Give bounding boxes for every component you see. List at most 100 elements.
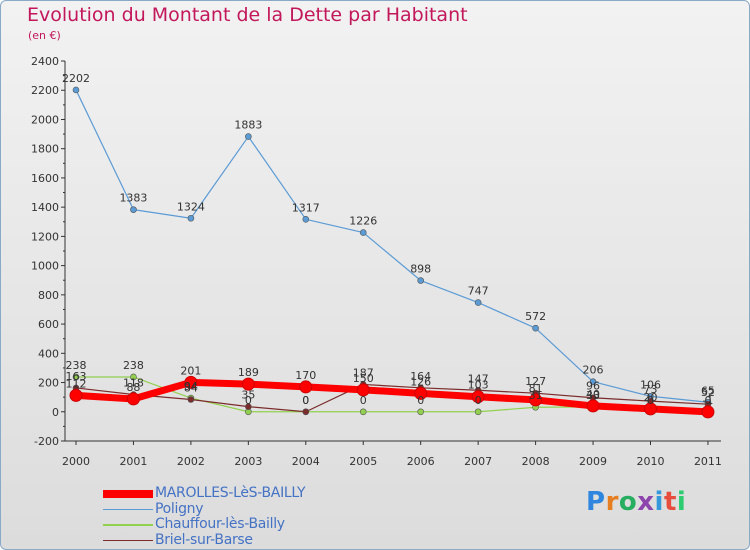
data-label: 118 xyxy=(123,377,144,390)
legend-swatch xyxy=(103,490,153,498)
series-line-3 xyxy=(75,383,708,413)
data-label: 88 xyxy=(126,381,140,394)
data-label: 0 xyxy=(647,394,654,407)
logo-letter: t xyxy=(663,487,677,517)
y-tick-label: 200 xyxy=(38,377,59,390)
data-label: 106 xyxy=(640,378,661,391)
logo-letter: i xyxy=(676,487,687,517)
data-label: 206 xyxy=(583,364,604,377)
data-label: 20 xyxy=(644,391,658,404)
series-2-point xyxy=(359,408,367,416)
series-1-point xyxy=(130,206,137,213)
series-1-point xyxy=(72,86,80,94)
data-label: 52 xyxy=(701,386,715,399)
series-0-point xyxy=(356,383,370,397)
series-0-point xyxy=(241,377,255,391)
legend-label: Chauffour-lès-Bailly xyxy=(155,516,285,532)
legend-swatch xyxy=(103,524,153,526)
x-tick-label: 2002 xyxy=(177,455,205,468)
data-label: 35 xyxy=(241,389,255,402)
series-0-point xyxy=(414,386,428,400)
data-label: 164 xyxy=(410,370,431,383)
data-label: 1883 xyxy=(234,119,262,132)
data-label: 31 xyxy=(529,389,543,402)
y-tick-label: 800 xyxy=(38,289,59,302)
data-label: 0 xyxy=(704,394,711,407)
series-0-point xyxy=(126,392,140,406)
data-label: 187 xyxy=(353,366,374,379)
legend-label: MAROLLES-LèS-BAILLY xyxy=(155,485,306,501)
data-label: 189 xyxy=(238,366,259,379)
y-tick-label: 1800 xyxy=(31,143,59,156)
data-label: 1324 xyxy=(177,200,205,213)
series-1-point xyxy=(532,324,539,332)
x-tick-label: 2000 xyxy=(62,455,90,468)
data-label: 898 xyxy=(410,263,431,276)
x-tick-label: 2007 xyxy=(464,455,492,468)
x-tick-label: 2004 xyxy=(292,455,320,468)
legend-label: Poligny xyxy=(155,500,204,517)
series-3-point xyxy=(187,396,195,403)
legend-swatch xyxy=(103,539,153,541)
series-0-point xyxy=(529,393,543,407)
data-label: 0 xyxy=(302,394,309,407)
series-3-point xyxy=(302,408,310,416)
data-label: 170 xyxy=(295,369,316,382)
data-label: 33 xyxy=(586,389,600,402)
series-1-point xyxy=(589,378,597,385)
series-3-point xyxy=(245,403,252,410)
data-label: 201 xyxy=(180,364,201,377)
data-label: 572 xyxy=(525,310,546,323)
x-tick-label: 2006 xyxy=(407,455,435,468)
data-label: 103 xyxy=(468,379,489,392)
data-label: 0 xyxy=(302,394,309,407)
series-2-point xyxy=(130,373,137,381)
series-2-point xyxy=(72,373,80,381)
data-label: 1226 xyxy=(349,215,377,228)
series-0-point xyxy=(299,380,313,394)
logo-letter: r xyxy=(605,487,619,517)
data-label: 127 xyxy=(525,375,546,388)
logo-letter: i xyxy=(654,487,664,517)
y-tick-label: 2000 xyxy=(31,113,59,126)
logo-letter: o xyxy=(618,487,638,517)
x-tick-label: 2010 xyxy=(637,455,665,468)
series-0-point xyxy=(701,405,715,419)
data-label: 0 xyxy=(360,394,367,407)
data-label: 238 xyxy=(123,359,144,372)
data-label: 1383 xyxy=(119,192,147,205)
proxiti-logo: Proxiti xyxy=(586,487,686,517)
data-label: 163 xyxy=(66,370,87,383)
line-chart: -200020040060080010001200140016001800200… xyxy=(31,55,722,468)
data-label: 126 xyxy=(410,375,431,388)
series-1-point xyxy=(417,277,425,284)
data-label: 112 xyxy=(66,377,87,390)
data-label: 73 xyxy=(644,383,658,396)
data-label: 40 xyxy=(586,388,600,401)
logo-letter: x xyxy=(637,487,655,517)
y-tick-label: 1200 xyxy=(31,230,59,243)
series-2-point xyxy=(474,408,482,416)
y-tick-label: 1600 xyxy=(31,172,59,185)
data-label: 147 xyxy=(468,372,489,385)
data-label: -1 xyxy=(702,394,713,407)
logo-letter: P xyxy=(586,487,606,517)
x-tick-label: 2009 xyxy=(579,455,607,468)
data-label: 0 xyxy=(475,394,482,407)
legend-swatch xyxy=(103,508,153,510)
data-label: 84 xyxy=(184,381,198,394)
x-tick-label: 2011 xyxy=(694,455,722,468)
series-1-point xyxy=(302,215,310,223)
series-0-point xyxy=(471,390,485,404)
x-tick-label: 2001 xyxy=(119,455,147,468)
data-label: 65 xyxy=(701,384,715,397)
series-line-1 xyxy=(75,89,709,403)
x-tick-label: 2005 xyxy=(349,455,377,468)
y-tick-label: 400 xyxy=(38,347,59,360)
y-tick-label: 2400 xyxy=(31,55,59,68)
series-0-point xyxy=(69,388,83,402)
series-line-0 xyxy=(75,378,709,416)
data-label: 0 xyxy=(245,394,252,407)
x-tick-label: 2003 xyxy=(234,455,262,468)
